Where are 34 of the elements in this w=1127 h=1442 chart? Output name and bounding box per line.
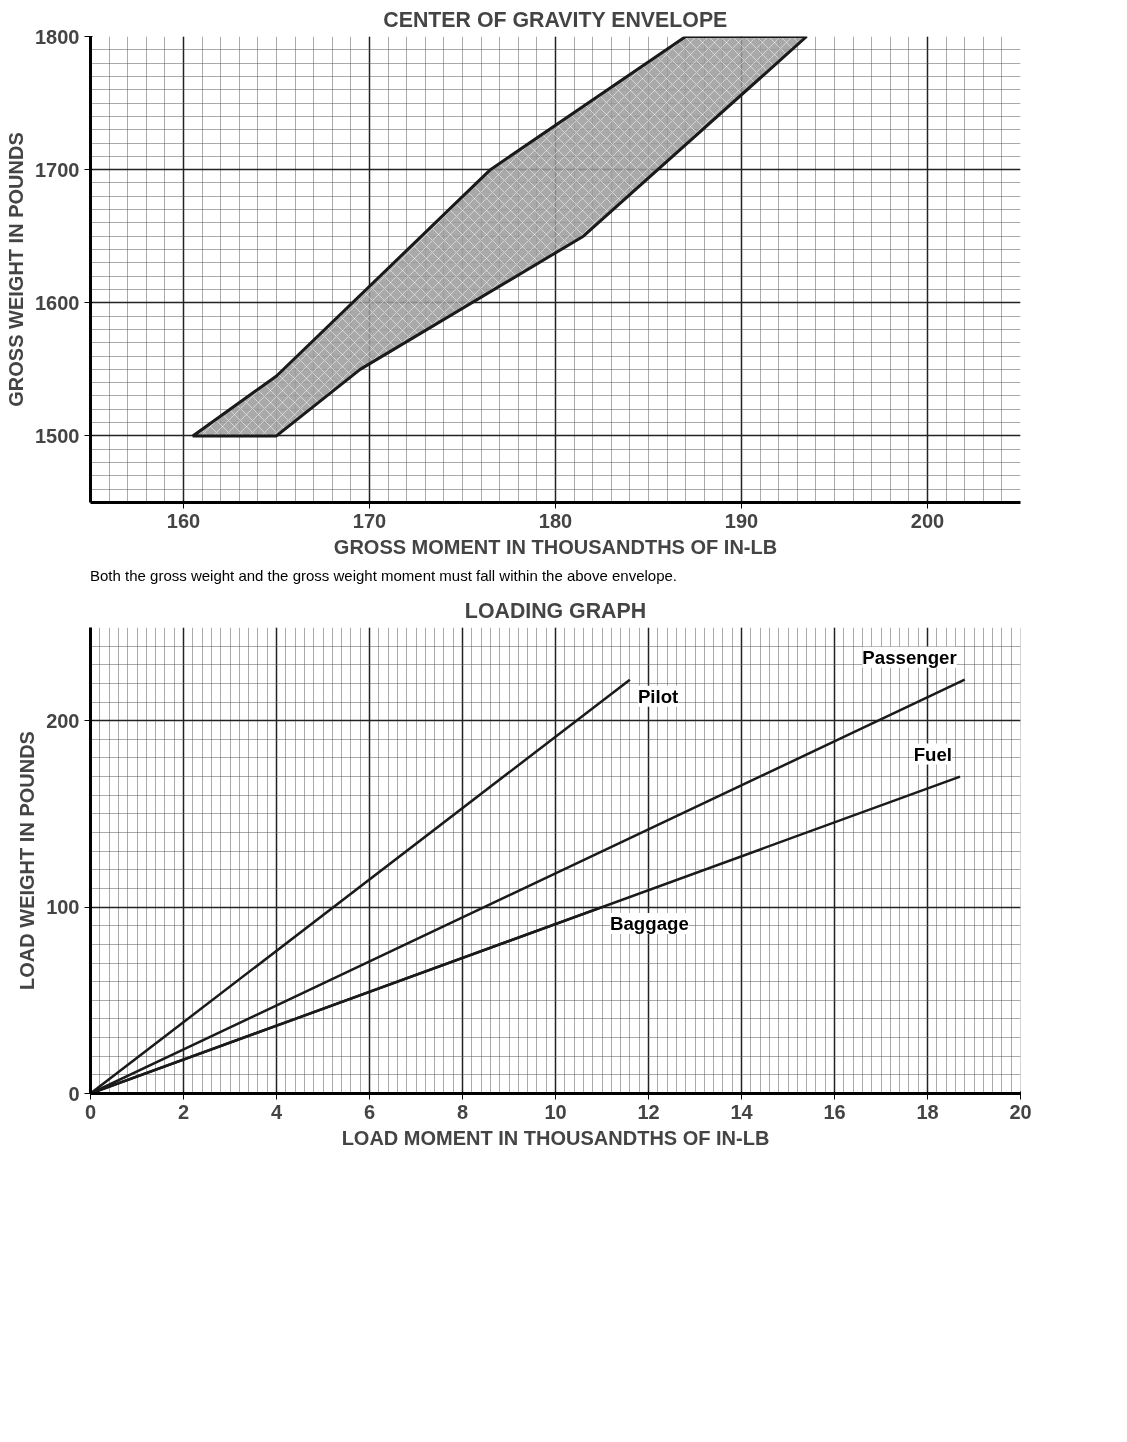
series-label: Baggage: [610, 913, 689, 935]
y-tick-label: 100: [46, 896, 80, 919]
x-tick-label: 8: [456, 1100, 469, 1123]
chart-title: CENTER OF GRAVITY ENVELOPE: [383, 7, 728, 32]
x-tick-label: 20: [1009, 1100, 1032, 1123]
y-tick-label: 1500: [35, 424, 80, 447]
x-tick-label: 0: [84, 1100, 97, 1123]
y-tick-label: 1800: [35, 25, 80, 48]
y-tick-label: 0: [68, 1082, 80, 1105]
x-tick-label: 18: [916, 1100, 939, 1123]
x-tick-label: 200: [910, 509, 945, 532]
x-axis-title: LOAD MOMENT IN THOUSANDTHS OF IN-LB: [341, 1126, 770, 1149]
y-tick-label: 1600: [35, 291, 80, 314]
x-tick-label: 6: [363, 1100, 376, 1123]
x-tick-label: 16: [823, 1100, 846, 1123]
x-tick-label: 180: [538, 509, 573, 532]
x-tick-label: 12: [637, 1100, 660, 1123]
series-label: Fuel: [913, 744, 953, 766]
y-axis-title: GROSS WEIGHT IN POUNDS: [5, 132, 28, 407]
x-tick-label: 10: [544, 1100, 567, 1123]
x-tick-label: 160: [166, 509, 201, 532]
y-tick-label: 200: [46, 710, 80, 733]
x-tick-label: 2: [177, 1100, 190, 1123]
text: Both the gross weight and the gross weight moment must fall within the above envelope.: [90, 566, 677, 586]
x-tick-label: 170: [352, 509, 387, 532]
x-tick-label: 14: [730, 1100, 754, 1123]
x-axis-title: GROSS MOMENT IN THOUSANDTHS OF IN-LB: [333, 535, 778, 558]
x-tick-label: 190: [724, 509, 759, 532]
x-tick-label: 4: [270, 1100, 283, 1123]
y-axis-title: LOAD WEIGHT IN POUNDS: [16, 731, 39, 991]
series-label: Pilot: [637, 686, 679, 708]
series-label: Passenger: [862, 647, 957, 669]
chart-title: LOADING GRAPH: [464, 598, 647, 623]
y-tick-label: 1700: [35, 158, 80, 181]
